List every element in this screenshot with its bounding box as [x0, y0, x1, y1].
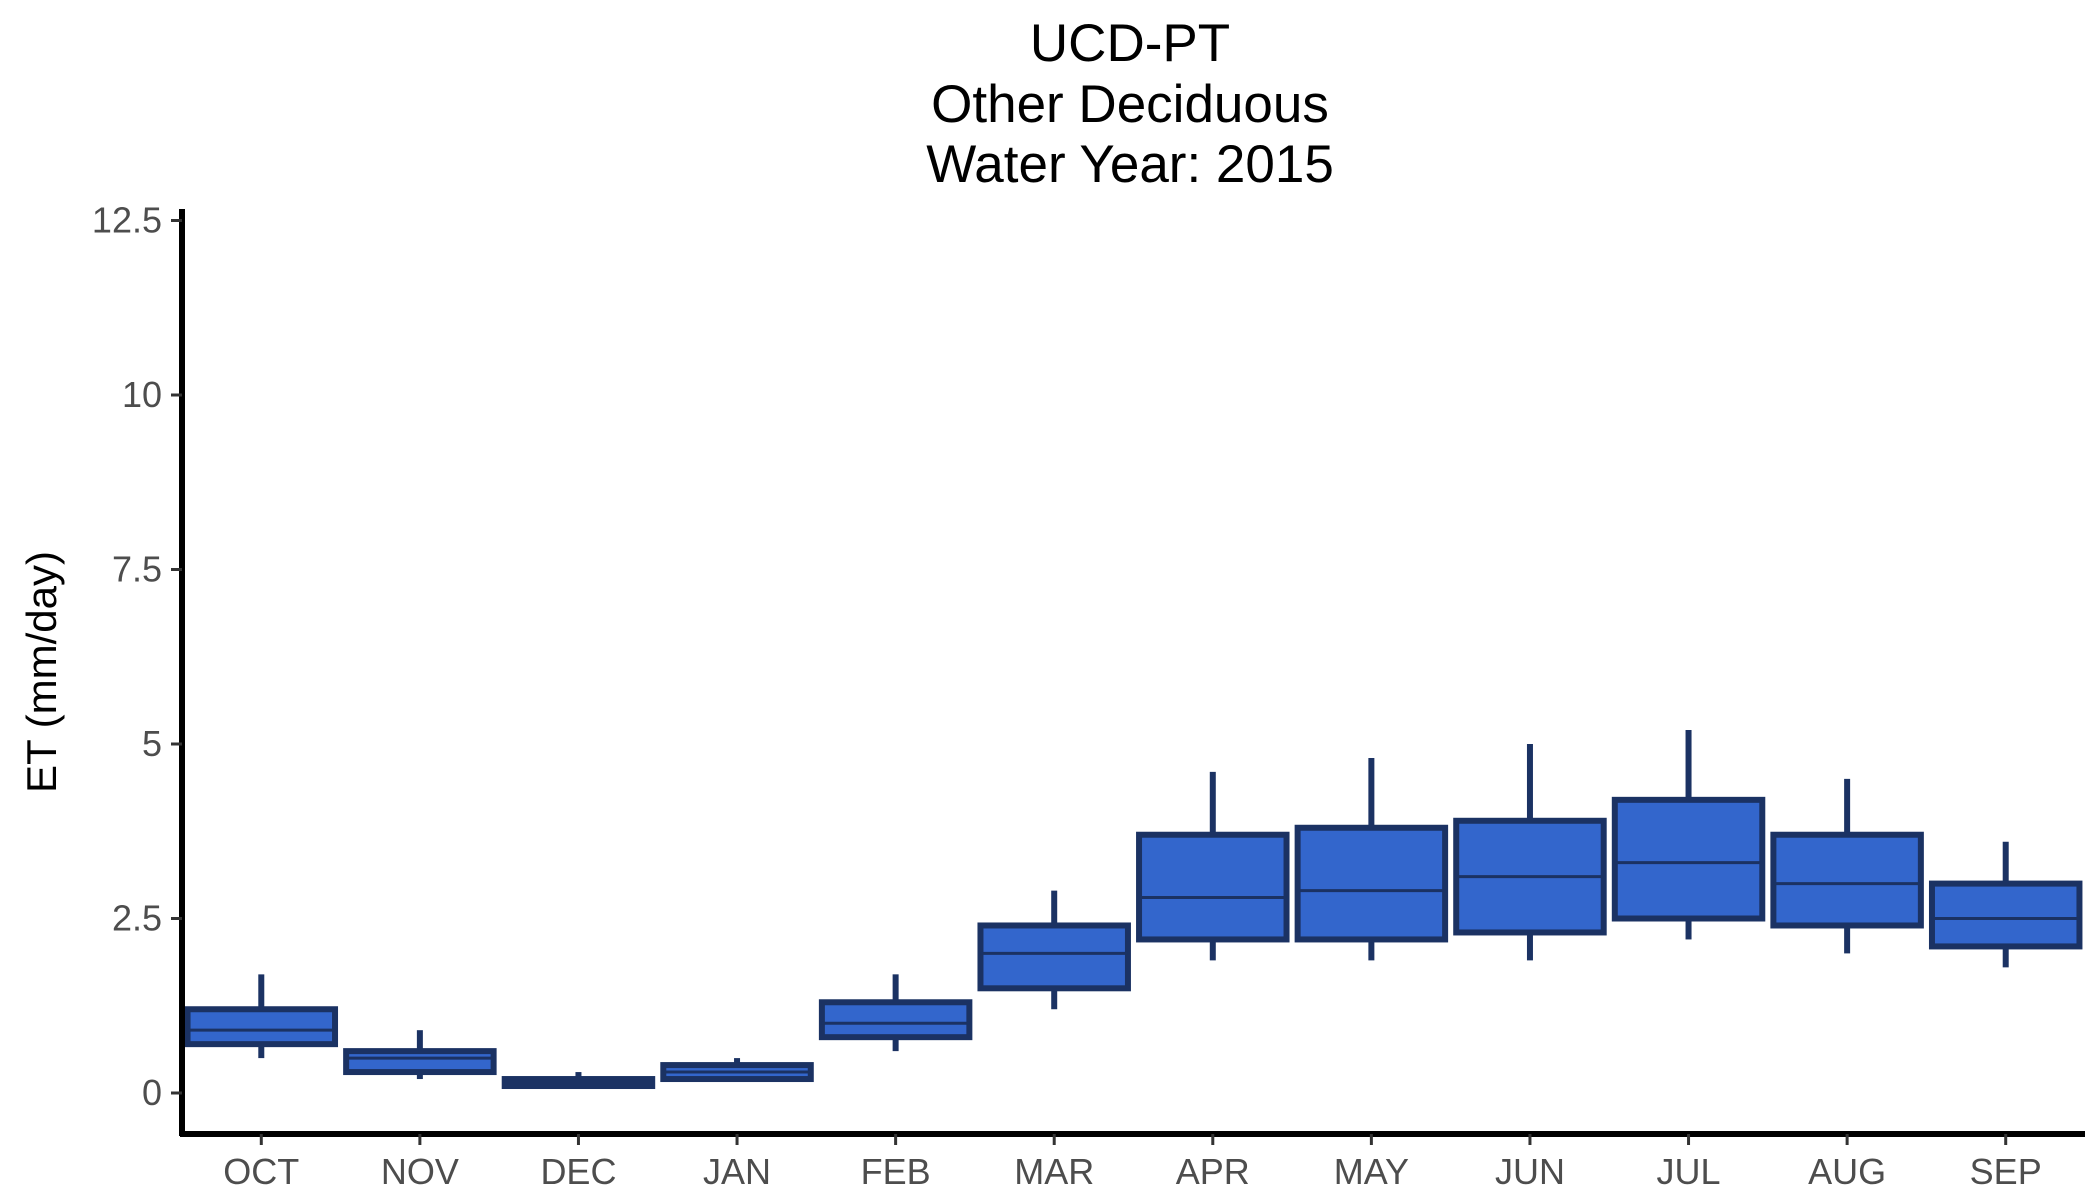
box-jan — [660, 1058, 814, 1083]
x-tick-label: OCT — [223, 1151, 299, 1192]
x-tick-label: DEC — [540, 1151, 616, 1192]
y-tick-label: 0 — [142, 1072, 162, 1113]
x-tick-label: MAY — [1334, 1151, 1409, 1192]
x-tick-label: APR — [1176, 1151, 1250, 1192]
box-oct — [184, 974, 339, 1059]
box-body — [818, 999, 973, 1041]
box-apr — [1136, 771, 1290, 961]
chart-title-line: Water Year: 2015 — [926, 135, 1334, 194]
y-axis: 0 2.5 5 7.5 10 12.5 — [92, 200, 185, 1136]
box-aug — [1770, 778, 1924, 954]
x-tick-label: AUG — [1808, 1151, 1886, 1192]
x-tick-label: FEB — [861, 1151, 931, 1192]
chart-title-line: Other Deciduous — [931, 75, 1329, 134]
box-mar — [977, 890, 1131, 1010]
box-body — [1294, 824, 1449, 943]
box-series — [184, 730, 2083, 1090]
chart-title-line: UCD-PT — [1030, 14, 1230, 73]
box-body — [977, 922, 1131, 992]
box-body — [1611, 796, 1766, 922]
box-nov — [343, 1030, 497, 1080]
box-body — [1770, 831, 1924, 929]
box-jul — [1611, 730, 1766, 940]
y-tick-label: 2.5 — [112, 898, 162, 939]
x-tick-label: JUN — [1495, 1151, 1565, 1192]
box-body — [1928, 880, 2083, 950]
y-tick-label: 12.5 — [92, 200, 162, 241]
x-tick-label: MAR — [1014, 1151, 1094, 1192]
box-may — [1294, 757, 1449, 961]
box-body — [343, 1048, 497, 1076]
box-body — [1136, 831, 1290, 943]
y-tick-label: 7.5 — [112, 549, 162, 590]
x-tick-label: NOV — [381, 1151, 459, 1192]
y-tick-label: 10 — [122, 374, 162, 415]
box-sep — [1928, 841, 2083, 968]
box-feb — [818, 974, 973, 1052]
box-body — [184, 1006, 339, 1048]
box-dec — [501, 1072, 656, 1090]
x-axis: OCT NOV DEC JAN FEB MAR APR MAY JUN JUL AUG SEP — [180, 1131, 2085, 1192]
box-jun — [1453, 744, 1607, 961]
y-axis-title: ET (mm/day) — [18, 551, 65, 793]
x-tick-label: SEP — [1970, 1151, 2042, 1192]
y-tick-label: 5 — [142, 723, 162, 764]
x-tick-label: JAN — [703, 1151, 771, 1192]
x-tick-label: JUL — [1657, 1151, 1721, 1192]
